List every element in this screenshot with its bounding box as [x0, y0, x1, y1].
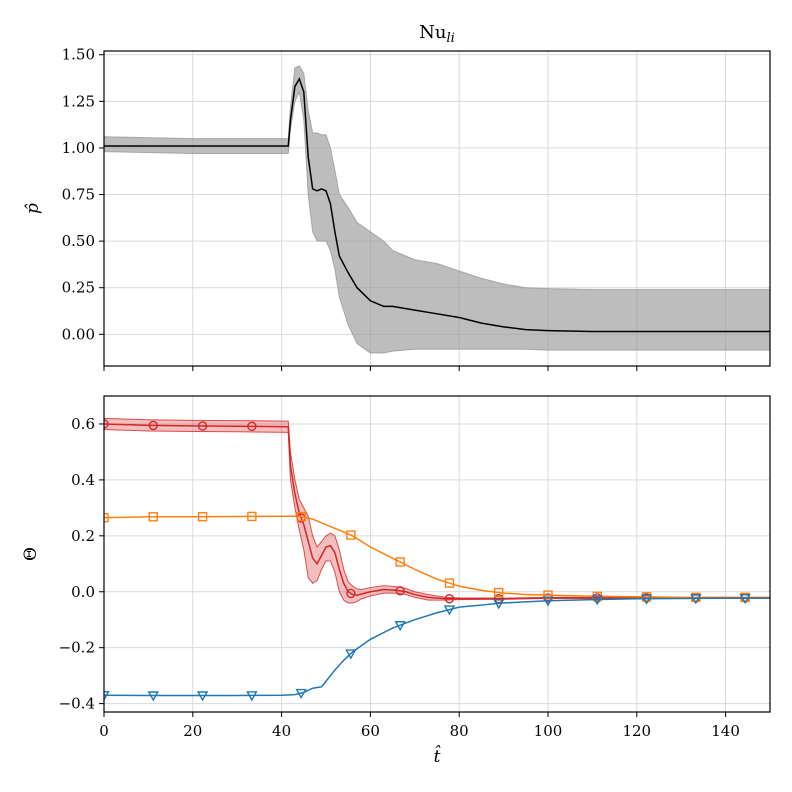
marker-square	[296, 511, 306, 522]
y-tick-label: 0.4	[71, 471, 95, 489]
marker-triangle	[739, 593, 751, 605]
marker-triangle	[246, 691, 258, 702]
series-line-2	[104, 597, 770, 697]
marker-triangle	[640, 594, 653, 605]
confidence-band-0	[104, 65, 770, 354]
chart-title: Nuli	[419, 22, 455, 46]
y-tick-label: 0.50	[62, 232, 95, 250]
marker-triangle	[591, 595, 603, 606]
series-line-0	[104, 423, 770, 600]
y-axis-label: p̂	[23, 203, 43, 214]
marker-triangle	[542, 596, 554, 607]
x-tick-label: 120	[622, 722, 651, 740]
y-tick-label: 0.25	[62, 279, 95, 297]
y-tick-label: −0.4	[59, 695, 95, 713]
marker-square	[247, 511, 257, 522]
axes-frame	[103, 50, 771, 367]
marker-triangle	[345, 649, 357, 660]
y-tick-label: 1.50	[62, 46, 95, 64]
y-tick-label: −0.2	[59, 639, 95, 657]
y-tick-label: 0.2	[71, 527, 95, 545]
x-tick-label: 140	[711, 722, 740, 740]
marker-triangle	[443, 605, 456, 616]
x-tick-label: 80	[450, 722, 469, 740]
marker-circle	[148, 420, 158, 431]
marker-square	[197, 512, 208, 522]
y-tick-label: 0.0	[71, 583, 95, 601]
chart-title-subscript: li	[447, 31, 455, 46]
bottom-panel: −0.4 −0.2 0.0 0.2 0.4 0.6 0 20 40 60 80 100 120 140 Θt…	[21, 395, 771, 767]
marker-circle	[104, 419, 109, 429]
top-panel: 0.00 0.25 0.50 0.75 1.00 1.25 1.50 p̂	[23, 46, 771, 371]
marker-triangle	[394, 621, 406, 632]
axes-frame	[103, 395, 771, 713]
series-line-1	[104, 515, 770, 599]
marker-triangle	[493, 599, 505, 610]
x-tick-label: 100	[534, 722, 563, 740]
marker-square	[691, 592, 701, 603]
x-tick-label: 40	[272, 722, 291, 740]
x-tick-label: 20	[183, 722, 202, 740]
marker-triangle	[295, 688, 307, 700]
y-axis-label: Θ	[21, 547, 41, 561]
marker-square	[395, 557, 405, 567]
y-tick-label: 1.00	[62, 139, 95, 157]
marker-triangle	[147, 691, 159, 702]
series-line-0	[104, 77, 770, 333]
plot-area	[104, 417, 770, 702]
marker-circle	[395, 586, 405, 596]
marker-square	[444, 578, 455, 588]
marker-circle	[247, 421, 257, 432]
marker-circle	[346, 588, 356, 599]
marker-triangle	[104, 691, 110, 702]
confidence-band-0	[104, 417, 770, 604]
y-tick-label: 0.75	[62, 186, 95, 204]
marker-circle	[444, 594, 455, 604]
marker-square	[104, 512, 109, 523]
y-tick-label: 1.25	[62, 92, 95, 110]
marker-square	[346, 530, 356, 540]
marker-square	[148, 512, 158, 522]
y-tick-label: 0.00	[62, 325, 95, 343]
x-tick-label: 0	[99, 722, 109, 740]
x-axis-label: t̂	[434, 745, 441, 767]
marker-square	[494, 587, 504, 598]
y-tick-label: 0.6	[71, 415, 95, 433]
marker-square	[543, 590, 553, 600]
x-tick-label: 60	[361, 722, 380, 740]
marker-triangle	[196, 691, 209, 702]
marker-circle	[197, 421, 208, 431]
marker-triangle	[690, 594, 702, 605]
plot-area	[104, 65, 770, 354]
